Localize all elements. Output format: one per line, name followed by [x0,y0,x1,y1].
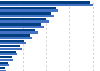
Bar [0,56,12,58]
Bar [0,40,24,42]
Bar [0,31,38,34]
Bar [0,51,16,53]
Bar [0,53,17,55]
Bar [0,29,35,31]
Bar [0,59,13,61]
Bar [0,45,20,47]
Bar [0,12,51,15]
Bar [0,7,56,9]
Bar [0,9,58,12]
Bar [0,64,9,66]
Bar [0,62,8,64]
Bar [0,42,26,44]
Bar [0,15,54,17]
Bar [0,1,90,4]
Bar [0,18,46,20]
Bar [0,48,22,50]
Bar [0,26,44,28]
Bar [0,4,93,6]
Bar [0,20,49,23]
Bar [0,37,32,39]
Bar [0,67,5,69]
Bar [0,34,30,36]
Bar [0,23,41,26]
Bar [0,70,6,71]
